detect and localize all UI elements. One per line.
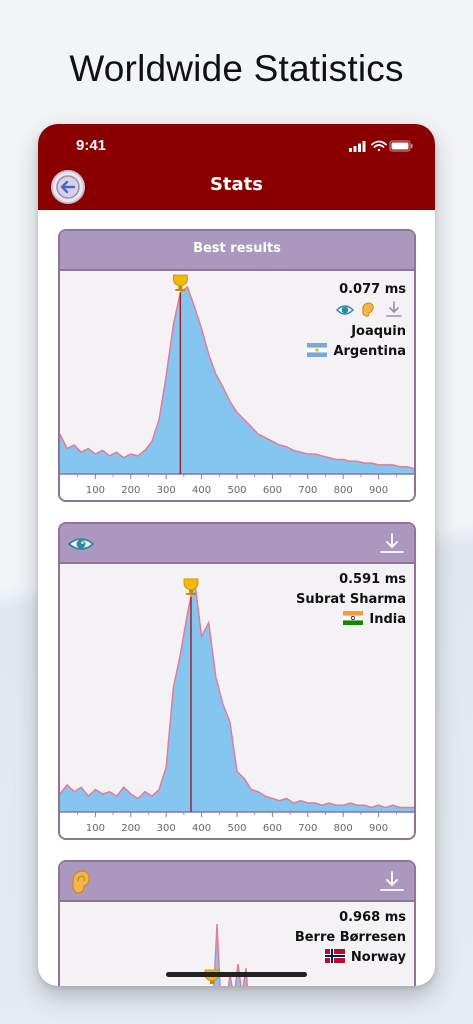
trophy-icon xyxy=(183,578,199,595)
result-info: 0.077 ms Joaquin xyxy=(307,280,406,362)
result-time: 0.077 ms xyxy=(339,282,406,297)
x-tick-label: 600 xyxy=(263,485,282,496)
wifi-icon xyxy=(371,140,387,152)
distribution-curve xyxy=(60,579,414,809)
distribution-chart: 100 200 300 400 500 600 700 800 900 xyxy=(60,578,414,838)
visual-results-card: 100 200 300 400 500 600 700 800 900 0.591 ms Sub… xyxy=(58,522,416,840)
phone-screen: 9:41 xyxy=(38,124,435,986)
distribution-curve xyxy=(60,285,414,470)
result-name: Subrat Sharma xyxy=(296,592,406,607)
result-country-row: Argentina xyxy=(307,342,406,362)
download-icon xyxy=(386,301,402,317)
screen-title: Stats xyxy=(209,174,264,195)
x-tick-label: 100 xyxy=(86,485,105,496)
x-tick-label: 900 xyxy=(369,823,388,834)
x-tick-label: 800 xyxy=(334,485,353,496)
headline: Worldwide Statistics xyxy=(69,48,404,89)
card-header xyxy=(60,862,414,902)
argentina-flag-icon xyxy=(307,343,328,357)
x-tick-label: 700 xyxy=(298,823,317,834)
home-indicator[interactable] xyxy=(166,972,307,977)
x-tick-label: 400 xyxy=(192,485,211,496)
norway-flag-icon xyxy=(324,949,345,963)
ear-icon xyxy=(72,870,90,894)
back-arrow-icon xyxy=(56,175,80,199)
app-bar: 9:41 xyxy=(38,124,435,210)
signal-icon xyxy=(349,141,366,152)
result-info: 0.968 ms Berre Børresen Norway xyxy=(295,908,406,968)
download-icon[interactable] xyxy=(378,870,406,894)
result-country: Norway xyxy=(350,950,406,965)
card-header xyxy=(60,524,414,564)
result-icons xyxy=(307,300,406,322)
distribution-chart: 100 200 300 400 500 600 700 800 900 xyxy=(60,274,414,500)
x-tick-label: 200 xyxy=(121,485,140,496)
x-tick-label: 300 xyxy=(157,485,176,496)
back-button[interactable] xyxy=(51,170,85,204)
x-tick-label: 500 xyxy=(227,823,246,834)
x-tick-label: 900 xyxy=(369,485,388,496)
result-country: India xyxy=(369,612,406,627)
result-name: Berre Børresen xyxy=(294,930,406,945)
card-title: Best results xyxy=(193,241,281,256)
best-results-card: Best results 100 200 300 400 500 600 700 800 900… xyxy=(58,229,416,502)
result-time: 0.968 ms xyxy=(339,910,406,925)
x-tick-label: 200 xyxy=(121,823,140,834)
eye-icon xyxy=(335,305,355,315)
result-country-row: Norway xyxy=(295,948,406,968)
status-icons xyxy=(349,138,413,157)
status-time: 9:41 xyxy=(76,137,107,154)
download-icon[interactable] xyxy=(378,532,406,556)
audio-results-card: 0.968 ms Berre Børresen Norway xyxy=(58,860,416,986)
result-country: Argentina xyxy=(333,344,406,359)
x-tick-label: 800 xyxy=(334,823,353,834)
eye-icon xyxy=(68,538,94,550)
result-time: 0.591 ms xyxy=(339,572,406,587)
trophy-icon xyxy=(172,274,188,291)
x-tick-label: 500 xyxy=(227,485,246,496)
battery-icon xyxy=(389,140,413,152)
area-fill xyxy=(60,287,414,474)
result-name: Joaquin xyxy=(351,324,406,339)
ear-icon xyxy=(362,302,374,317)
card-header: Best results xyxy=(60,231,414,271)
x-tick-label: 300 xyxy=(157,823,176,834)
x-tick-label: 700 xyxy=(298,485,317,496)
x-tick-label: 400 xyxy=(192,823,211,834)
result-country-row: India xyxy=(296,610,406,630)
result-info: 0.591 ms Subrat Sharma India xyxy=(296,570,406,630)
x-tick-label: 600 xyxy=(263,823,282,834)
x-tick-label: 100 xyxy=(86,823,105,834)
india-flag-icon xyxy=(343,611,364,625)
